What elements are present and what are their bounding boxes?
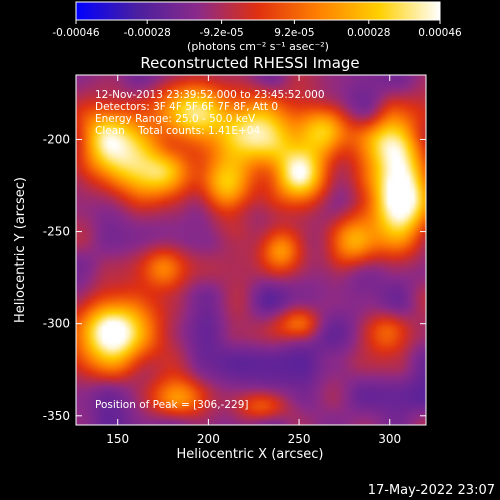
colorbar-tick-label: 9.2e-05	[274, 27, 314, 39]
y-tick-label: -250	[43, 225, 70, 239]
peak-position-label: Position of Peak = [306,-229]	[95, 399, 249, 411]
annotation-time: 12-Nov-2013 23:39:52.000 to 23:45:52.000	[95, 89, 325, 101]
colorbar-strip	[76, 2, 440, 20]
colorbar: -0.00046 -0.00028 -9.2e-05 9.2e-05 0.00028 0.…	[52, 1, 462, 53]
colorbar-ticks: -0.00046 -0.00028 -9.2e-05 9.2e-05 0.00028 0.…	[52, 20, 462, 39]
annotation-detectors: Detectors: 3F 4F 5F 6F 7F 8F, Att 0	[95, 101, 278, 113]
x-tick-label: 200	[197, 432, 220, 446]
x-axis-label: Heliocentric X (arcsec)	[177, 447, 324, 462]
footer-timestamp: 17-May-2022 23:07	[368, 483, 495, 498]
y-axis-label: Heliocentric Y (arcsec)	[13, 177, 28, 323]
colorbar-tick-label: -0.00046	[52, 27, 100, 39]
colorbar-frame	[75, 1, 441, 21]
plot-annotations: 12-Nov-2013 23:39:52.000 to 23:45:52.000…	[95, 89, 325, 411]
colorbar-tick-label: 0.00028	[347, 27, 390, 39]
colorbar-tick-label: -0.00028	[124, 27, 171, 39]
plot-frame	[75, 74, 427, 426]
plot-area: 150 200 250 300 -350 -300 -250 -200	[43, 74, 427, 446]
annotation-energy: Energy Range: 25.0 - 50.0 keV	[95, 113, 256, 125]
colorbar-tick-label: 0.00046	[418, 27, 462, 39]
y-tick-label: -200	[43, 132, 70, 146]
chart-title: Reconstructed RHESSI Image	[140, 54, 359, 72]
x-tick-label: 300	[378, 432, 401, 446]
colorbar-unit-label: (photons cm⁻² s⁻¹ asec⁻²)	[187, 40, 329, 53]
colorbar-tick-label: -9.2e-05	[200, 27, 244, 39]
x-tick-label: 250	[288, 432, 311, 446]
y-tick-label: -300	[43, 317, 70, 331]
x-tick-label: 150	[106, 432, 129, 446]
axis-ticks: 150 200 250 300 -350 -300 -250 -200	[43, 75, 426, 446]
y-tick-label: -350	[43, 409, 70, 423]
heatmap-image	[76, 75, 426, 425]
annotation-clean-counts: Clean Total counts: 1.41E+04	[95, 125, 260, 137]
